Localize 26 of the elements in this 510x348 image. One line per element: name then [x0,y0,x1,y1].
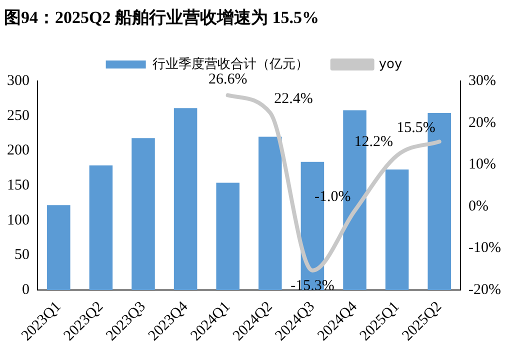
legend-label: yoy [378,56,402,72]
y-tick-label: 200 [7,142,30,159]
data-label: 26.6% [208,72,248,88]
bar [258,136,282,290]
bar [47,205,70,290]
y-tick-label: 250 [7,108,30,124]
y-tick-label: 300 [7,72,30,89]
legend-label: 行业季度营收合计（亿元） [152,56,308,72]
chart-title: 图94：2025Q2 船舶行业营收增速为 15.5% [3,7,320,29]
y2-tick-label: 20% [468,114,496,131]
line-series [226,93,442,272]
y2-tick-label: 10% [468,156,496,173]
bar [216,182,240,290]
bar [132,138,155,290]
bar [89,165,113,290]
y2-tick-label: -10% [468,240,502,256]
bar [385,170,409,290]
y-tick-label: 100 [7,212,30,228]
y2-tick-label: -20% [468,282,502,298]
y2-tick-label: 0% [468,198,489,214]
y2-tick-label: 30% [468,72,496,89]
bar [174,108,198,290]
y-tick-label: 150 [7,177,30,194]
y-tick-label: 50 [14,247,30,264]
data-label: 22.4% [274,91,313,108]
y-tick-label: 0 [22,282,30,298]
